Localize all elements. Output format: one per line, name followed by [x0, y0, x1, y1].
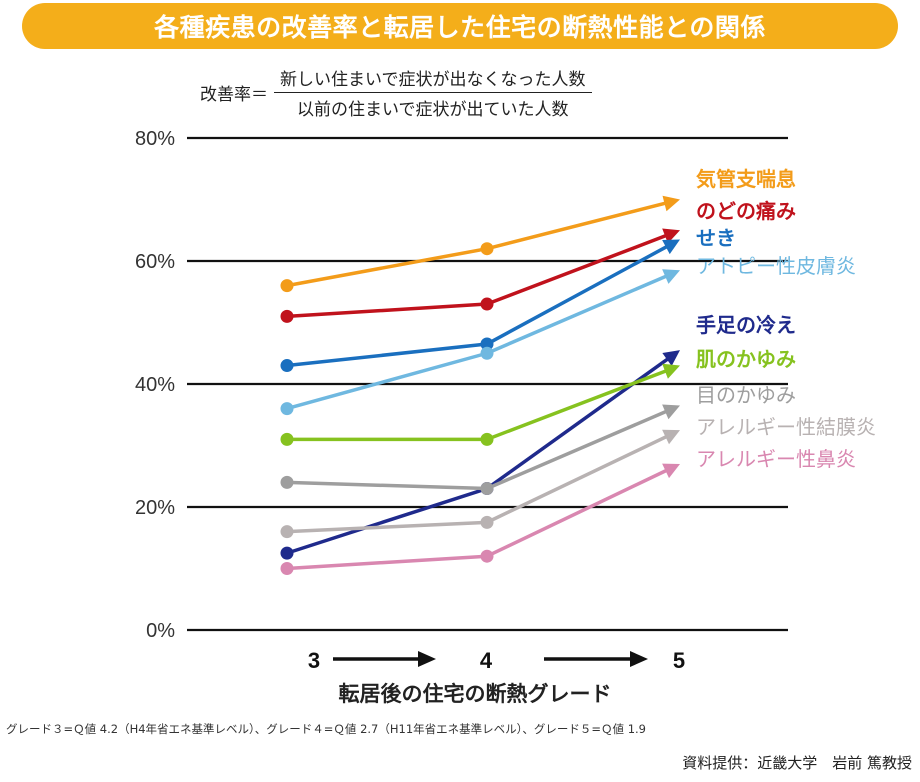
series-label: 目のかゆみ [696, 383, 796, 407]
chart-title: 各種疾患の改善率と転居した住宅の断熱性能との関係 [154, 13, 766, 42]
series-line-segment [285, 486, 489, 555]
formula: 改善率＝ 新しい住まいで症状が出なくなった人数 以前の住まいで症状が出ていた人数 [200, 64, 592, 120]
formula-lhs: 改善率＝ [200, 84, 268, 105]
formula-fraction: 新しい住まいで症状が出なくなった人数 以前の住まいで症状が出ていた人数 [274, 65, 592, 120]
series-label: 気管支喘息 [696, 167, 796, 191]
x-axis-label: 転居後の住宅の断熱グレード [338, 682, 612, 706]
series-6 [280, 404, 680, 496]
data-point-arrowhead [662, 269, 680, 284]
series-line-segment [485, 200, 671, 251]
x-axis-ticks: 3 4 5 [308, 648, 685, 673]
series-line-segment [485, 433, 671, 525]
series-5 [280, 363, 680, 446]
data-point-arrowhead [662, 363, 680, 379]
data-point [280, 309, 294, 323]
series-label: せき [696, 226, 736, 250]
series-line-segment [485, 273, 671, 355]
data-point [280, 402, 294, 416]
series-8 [280, 463, 680, 575]
series-line-segment [485, 408, 671, 491]
data-point [480, 242, 494, 256]
y-tick-label: 20% [135, 497, 175, 519]
series-line-segment [285, 342, 489, 368]
series-line-segment [285, 302, 489, 319]
series-line-segment [485, 232, 671, 306]
title-banner: 各種疾患の改善率と転居した住宅の断熱性能との関係 [22, 3, 898, 49]
source-credit: 資料提供：近畿大学 岩前 篤教授 [682, 754, 912, 772]
formula-denominator: 以前の住まいで症状が出ていた人数 [297, 99, 569, 120]
series-line-segment [285, 520, 489, 534]
data-point [480, 549, 494, 563]
y-axis-ticks: 0% 20% 40% 60% 80% [135, 128, 175, 642]
y-tick-label: 0% [146, 620, 175, 642]
series-lines [280, 195, 680, 575]
series-line-segment [285, 554, 489, 571]
data-point [280, 359, 294, 373]
x-tick-label: 3 [308, 648, 320, 673]
series-line-segment [285, 246, 489, 288]
data-point [280, 279, 294, 293]
series-line-segment [285, 480, 489, 491]
series-labels: 気管支喘息のどの痛みせきアトピー性皮膚炎手足の冷え肌のかゆみ目のかゆみアレルギー… [696, 167, 876, 471]
data-point-arrowhead [662, 404, 680, 420]
data-point [480, 482, 494, 496]
gridlines [187, 136, 788, 632]
data-point-arrowhead [662, 195, 680, 212]
series-label: アレルギー性鼻炎 [696, 447, 856, 471]
y-tick-label: 40% [135, 374, 175, 396]
series-label: アトピー性皮膚炎 [696, 254, 856, 278]
data-point [280, 562, 294, 575]
data-point [280, 432, 294, 446]
formula-numerator: 新しい住まいで症状が出なくなった人数 [274, 65, 592, 93]
data-point [480, 432, 494, 446]
series-label: 肌のかゆみ [696, 347, 796, 371]
data-point [280, 525, 294, 539]
grade-note: グレード３=Ｑ値 4.2（H4年省エネ基準レベル）、グレード４=Ｑ値 2.7（H… [6, 722, 646, 736]
series-line-segment [485, 355, 672, 491]
data-point [480, 337, 494, 351]
y-tick-label: 80% [135, 128, 175, 150]
data-point [480, 297, 494, 311]
data-point [280, 475, 294, 489]
data-point-arrowhead [662, 350, 680, 366]
data-point-arrowhead [662, 239, 680, 255]
series-0 [280, 195, 680, 293]
series-label: のどの痛み [696, 199, 796, 223]
series-7 [280, 429, 680, 539]
x-tick-label: 4 [480, 648, 493, 673]
series-line-segment [285, 351, 489, 411]
series-1 [280, 228, 680, 323]
series-label: 手足の冷え [696, 313, 796, 337]
data-point-arrowhead [662, 463, 680, 479]
series-2 [280, 239, 680, 373]
data-point-arrowhead [662, 228, 680, 244]
data-point [280, 546, 294, 560]
grade-arrow-icon [333, 651, 436, 667]
series-3 [280, 269, 680, 416]
data-point-arrowhead [662, 429, 680, 445]
series-line-segment [485, 243, 672, 346]
series-label: アレルギー性結膜炎 [696, 415, 876, 439]
x-tick-label: 5 [673, 648, 685, 673]
data-point [480, 515, 494, 529]
series-line-segment [485, 368, 671, 442]
series-line-segment [485, 467, 671, 558]
data-point [480, 346, 494, 360]
grade-arrow-icon [544, 651, 648, 667]
y-tick-label: 60% [135, 251, 175, 273]
